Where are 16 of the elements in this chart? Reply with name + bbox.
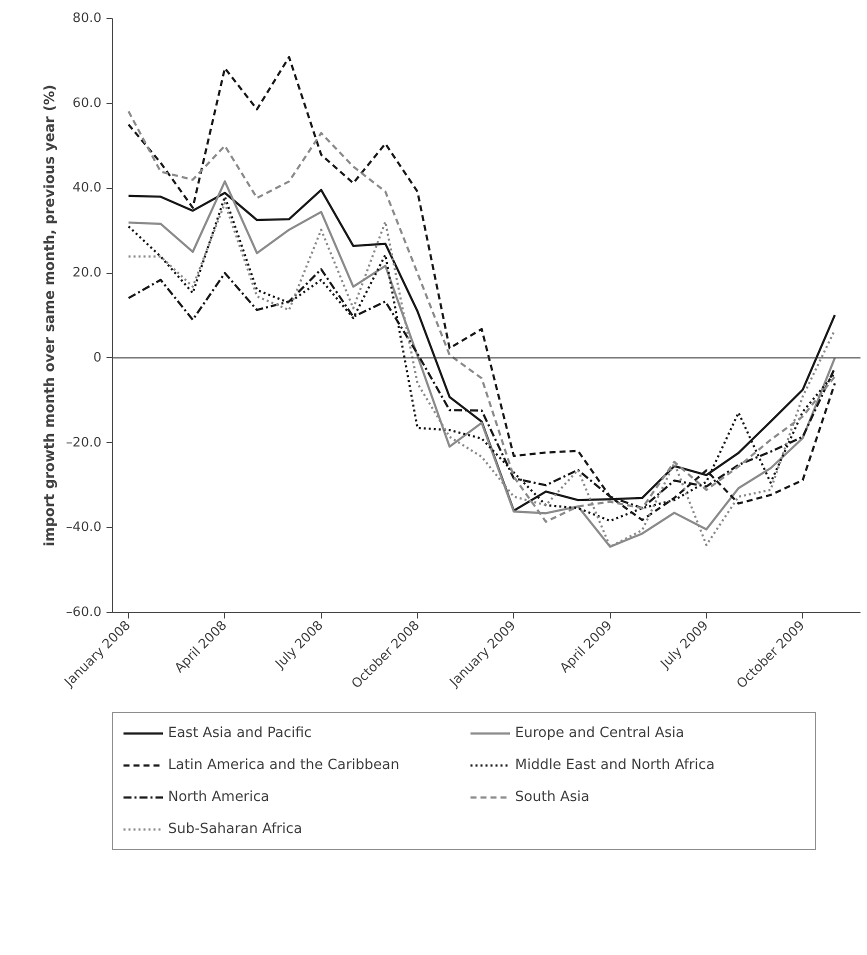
y-tick-label: –60.0 bbox=[66, 605, 102, 620]
y-tick-label: –40.0 bbox=[66, 520, 102, 536]
y-tick-label: 80.0 bbox=[72, 11, 102, 26]
legend-label: Middle East and North Africa bbox=[515, 757, 716, 773]
y-tick-label: 20.0 bbox=[72, 266, 102, 281]
y-tick-label: 40.0 bbox=[72, 180, 102, 196]
y-tick-label: 60.0 bbox=[72, 96, 102, 111]
legend-label: Europe and Central Asia bbox=[515, 725, 686, 741]
y-tick-label: –20.0 bbox=[66, 435, 102, 450]
y-axis-title: import growth month over same month, previous year (%) bbox=[42, 84, 58, 546]
legend-label: East Asia and Pacific bbox=[168, 725, 313, 741]
legend-label: North America bbox=[168, 789, 270, 805]
legend-label: South Asia bbox=[515, 789, 590, 805]
y-tick-label: 0 bbox=[93, 350, 102, 366]
legend-label: Sub-Saharan Africa bbox=[168, 821, 304, 837]
legend-label: Latin America and the Caribbean bbox=[168, 757, 400, 773]
